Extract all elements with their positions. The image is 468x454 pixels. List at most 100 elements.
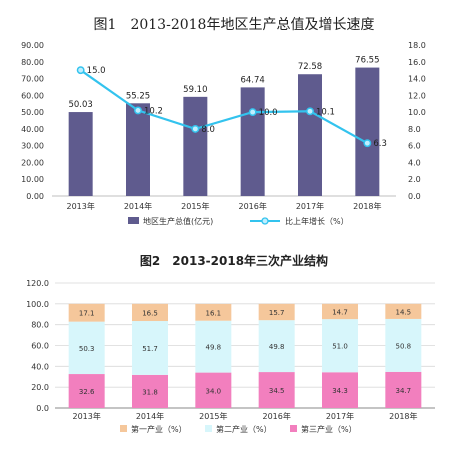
stack-segment [258, 372, 295, 408]
y-tick-label: 80.0 [31, 321, 49, 330]
legend-label-gdp: 地区生产总值(亿元) [143, 216, 213, 226]
bar-value-label: 59.10 [183, 85, 207, 95]
y-right-tick-label: 14.0 [408, 75, 426, 84]
x-category-label: 2018年 [389, 411, 417, 421]
y-right-tick-label: 10.0 [408, 108, 426, 117]
y-left-tick-label: 90.00 [21, 41, 44, 50]
legend-swatch [120, 425, 127, 432]
gdp-bar [68, 112, 93, 196]
stack-segment [68, 303, 105, 322]
growth-value-label: 6.3 [373, 139, 387, 149]
segment-value-label: 34.0 [206, 387, 222, 395]
y-tick-label: 0.0 [36, 404, 49, 413]
growth-point [248, 108, 257, 117]
segment-value-label: 32.6 [79, 388, 95, 396]
growth-line [80, 69, 368, 145]
legend-swatch [290, 425, 297, 432]
bar-value-label: 55.25 [126, 91, 150, 101]
y-left-tick-label: 50.00 [21, 108, 44, 117]
y-left-tick-label: 80.00 [21, 58, 44, 67]
stack-segment [132, 374, 168, 408]
stack-segment [322, 303, 358, 320]
stack-segment [322, 372, 358, 408]
x-category-label: 2017年 [296, 201, 324, 211]
x-category-label: 2014年 [124, 201, 152, 211]
y-left-tick-label: 30.00 [21, 142, 44, 151]
legend-label: 第一产业（%） [131, 424, 187, 434]
bar-value-label: 64.74 [240, 75, 264, 85]
x-category-label: 2016年 [238, 201, 266, 211]
stack-segment [68, 321, 105, 375]
stack-segment [195, 320, 232, 373]
growth-value-label: 10.1 [316, 107, 335, 117]
chart-title: 图1 2013-2018年地区生产总值及增长速度 [94, 17, 375, 33]
stack-segment [195, 372, 232, 408]
gdp-bar [240, 87, 265, 196]
stack-segment [195, 303, 232, 321]
y-right-tick-label: 2.0 [408, 175, 421, 184]
y-right-tick-label: 6.0 [408, 142, 421, 151]
y-tick-label: 20.0 [31, 383, 49, 392]
stack-segment [322, 319, 358, 373]
x-category-label: 2013年 [66, 201, 94, 211]
segment-value-label: 14.7 [332, 308, 348, 316]
growth-point [363, 139, 372, 148]
y-right-tick-label: 18.0 [408, 41, 426, 50]
stack-segment [385, 303, 422, 319]
legend-marker-growth [261, 217, 269, 225]
stack-segment [385, 371, 422, 408]
growth-value-label: 10.0 [259, 108, 278, 118]
chart-title: 图2 2013-2018年三次产业结构 [140, 253, 328, 268]
legend-label: 第三产业（%） [301, 424, 357, 434]
legend-label: 第二产业（%） [216, 424, 272, 434]
gdp-bar [355, 67, 380, 197]
segment-value-label: 49.8 [206, 344, 222, 352]
growth-value-label: 10.2 [144, 106, 163, 116]
y-left-tick-label: 40.00 [21, 125, 44, 134]
segment-value-label: 51.7 [142, 345, 158, 353]
segment-value-label: 49.8 [269, 343, 285, 351]
legend-label-growth: 比上年增长（%） [285, 216, 349, 226]
gdp-growth-chart-svg: 图1 2013-2018年地区生产总值及增长速度 0.00 10.00 20.00 30… [21, 17, 426, 226]
legend-swatch-gdp [128, 217, 139, 224]
segment-value-label: 34.7 [396, 387, 412, 395]
legend-swatch [205, 425, 212, 432]
x-category-label: 2018年 [353, 201, 381, 211]
x-category-label: 2013年 [72, 411, 100, 421]
y-left-tick-label: 20.00 [21, 158, 44, 167]
y-right-tick-label: 8.0 [408, 125, 421, 134]
growth-value-label: 15.0 [87, 66, 106, 76]
gdp-growth-chart: 图1 2013-2018年地区生产总值及增长速度 0.00 10.00 20.00 30… [21, 17, 426, 226]
y-left-tick-label: 60.00 [21, 91, 44, 100]
segment-value-label: 51.0 [332, 343, 348, 351]
y-tick-label: 40.0 [31, 362, 49, 371]
segment-value-label: 50.8 [396, 342, 412, 350]
x-category-label: 2015年 [181, 201, 209, 211]
growth-point [134, 106, 142, 115]
segment-value-label: 50.3 [79, 345, 95, 353]
y-left-tick-label: 10.00 [21, 175, 44, 184]
growth-point [306, 107, 314, 116]
segment-value-label: 16.1 [206, 309, 222, 317]
bar-value-label: 76.55 [355, 56, 379, 66]
y-right-tick-label: 12.0 [408, 91, 426, 100]
stack-segment [132, 321, 168, 375]
bar-value-label: 72.58 [298, 62, 322, 72]
y-left-tick-label: 70.00 [21, 75, 44, 84]
segment-value-label: 14.5 [396, 308, 412, 316]
industry-structure-chart: 图2 2013-2018年三次产业结构 0.0 20.0 40.0 60.0 80.0 10… [0, 250, 468, 454]
segment-value-label: 17.1 [79, 310, 95, 318]
segment-value-label: 34.3 [332, 387, 348, 395]
growth-point [76, 66, 85, 75]
industry-structure-chart-svg: 图2 2013-2018年三次产业结构 0.0 20.0 40.0 60.0 80.0 10… [26, 253, 435, 434]
gdp-bar [183, 96, 208, 196]
y-right-tick-label: 0.0 [408, 192, 421, 201]
gdp-bar [126, 103, 150, 196]
x-category-label: 2014年 [136, 411, 164, 421]
y-right-tick-label: 16.0 [408, 58, 426, 67]
stack-segment [385, 318, 422, 372]
stack-segment [132, 303, 168, 322]
segment-value-label: 34.5 [269, 387, 285, 395]
segment-value-label: 31.8 [142, 388, 158, 396]
x-category-label: 2015年 [199, 411, 227, 421]
